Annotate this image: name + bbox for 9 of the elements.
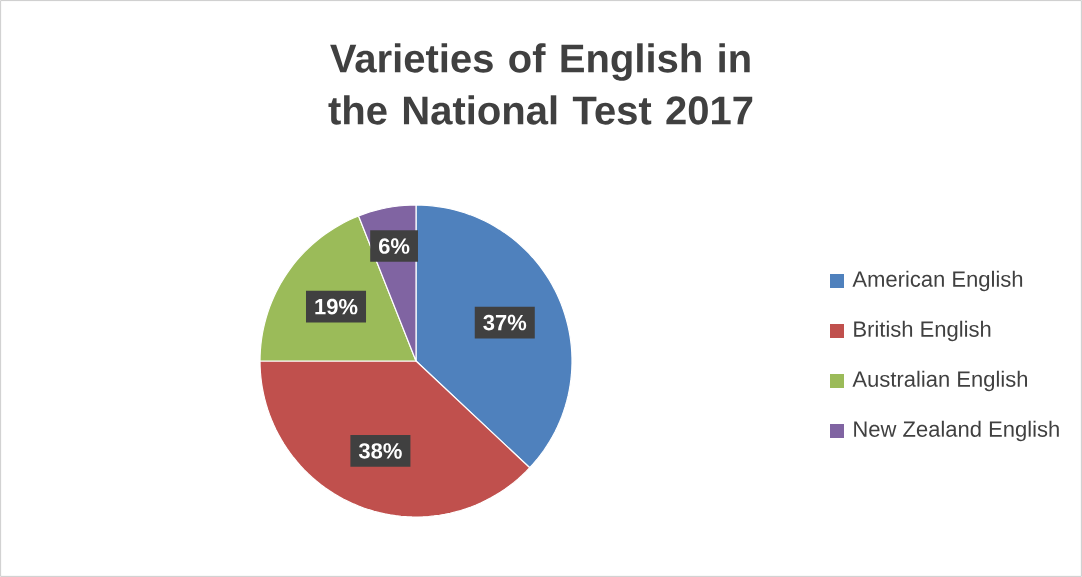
data-label: 6%	[379, 238, 410, 254]
data-label: 19%	[315, 298, 358, 315]
legend-label: Australian English	[852, 370, 1027, 392]
legend-label: New Zealand English	[854, 420, 1059, 442]
data-label: 38%	[358, 443, 402, 459]
data-label: 37%	[483, 314, 527, 331]
legend-label: British English	[854, 320, 991, 342]
legend-label: American English	[852, 270, 1023, 292]
chart-title: Varieties of English in the National Test 2017	[328, 43, 753, 125]
